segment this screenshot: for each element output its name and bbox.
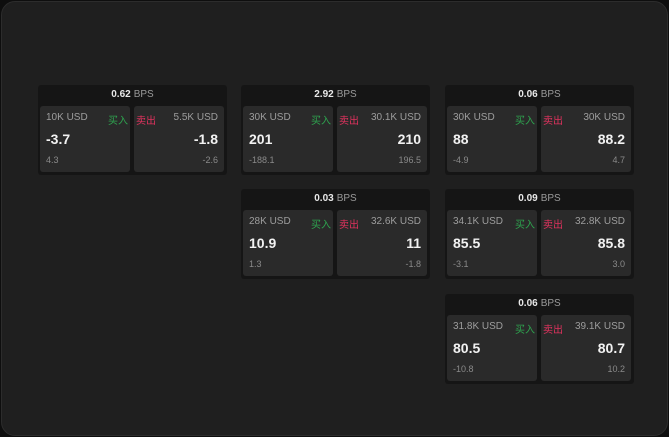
sell-label: 卖出 [339,116,359,127]
spread-unit: BPS [133,89,154,100]
ask-price: 210 [397,131,421,147]
spread-header: 0.03 BPS [241,189,430,210]
spread-unit: BPS [540,193,561,204]
ask-size: 32.6K USD [370,216,421,227]
buy-label: 买入 [515,220,535,231]
bid-change: -3.1 [453,259,469,269]
sell-label: 卖出 [136,116,156,127]
buy-label: 买入 [515,116,535,127]
buy-label: 买入 [515,325,535,336]
spread-value: 0.03 [314,193,334,204]
spread-value: 0.09 [518,193,538,204]
ask-price: 11 [406,235,421,251]
buy-label: 买入 [311,220,331,231]
sell-label: 卖出 [543,116,563,127]
buy-button[interactable]: 31.8K USD 买入 80.5 -10.8 [447,315,537,381]
bid-price: 85.5 [453,235,481,251]
ask-size: 30.1K USD [370,112,421,123]
sell-button[interactable]: 卖出 39.1K USD 80.7 10.2 [541,315,631,381]
quote-card: 0.03 BPS 28K USD 买入 10.9 1.3 卖出 32.6K USD… [241,189,430,279]
sell-button[interactable]: 卖出 32.8K USD 85.8 3.0 [541,210,631,276]
ask-change: -2.6 [202,155,218,165]
ask-size: 5.5K USD [173,112,218,123]
bid-size: 31.8K USD [453,321,504,332]
bid-price: 80.5 [453,340,481,356]
spread-header: 0.62 BPS [38,85,227,106]
sell-button[interactable]: 卖出 30.1K USD 210 196.5 [337,106,427,172]
ask-size: 30K USD [583,112,625,123]
bid-price: 88 [453,131,469,147]
ask-size: 32.8K USD [574,216,625,227]
bid-size: 34.1K USD [453,216,504,227]
spread-header: 0.06 BPS [445,294,634,315]
spread-header: 0.09 BPS [445,189,634,210]
spread-header: 0.06 BPS [445,85,634,106]
spread-unit: BPS [540,298,561,309]
quote-card: 0.06 BPS 30K USD 买入 88 -4.9 卖出 30K USD 88… [445,85,634,175]
spread-value: 0.06 [518,89,538,100]
sell-label: 卖出 [543,220,563,231]
buy-button[interactable]: 28K USD 买入 10.9 1.3 [243,210,333,276]
bid-change: -4.9 [453,155,469,165]
buy-label: 买入 [108,116,128,127]
buy-button[interactable]: 10K USD 买入 -3.7 4.3 [40,106,130,172]
spread-value: 2.92 [314,89,334,100]
ask-change: 196.5 [398,155,421,165]
ask-price: 85.8 [597,235,625,251]
sell-button[interactable]: 卖出 32.6K USD 11 -1.8 [337,210,427,276]
bid-price: 201 [249,131,273,147]
bid-size: 28K USD [249,216,291,227]
sell-label: 卖出 [543,325,563,336]
bid-change: -188.1 [249,155,275,165]
spread-unit: BPS [540,89,561,100]
bid-size: 10K USD [46,112,88,123]
bid-price: -3.7 [46,131,71,147]
buy-button[interactable]: 30K USD 买入 88 -4.9 [447,106,537,172]
buy-button[interactable]: 34.1K USD 买入 85.5 -3.1 [447,210,537,276]
quote-card: 0.06 BPS 31.8K USD 买入 80.5 -10.8 卖出 39.1K… [445,294,634,384]
spread-unit: BPS [336,89,357,100]
quote-card: 0.09 BPS 34.1K USD 买入 85.5 -3.1 卖出 32.8K … [445,189,634,279]
sell-label: 卖出 [339,220,359,231]
buy-button[interactable]: 30K USD 买入 201 -188.1 [243,106,333,172]
bid-change: 1.3 [249,259,262,269]
sell-button[interactable]: 卖出 30K USD 88.2 4.7 [541,106,631,172]
ask-price: 80.7 [597,340,625,356]
ask-price: 88.2 [597,131,625,147]
ask-change: 10.2 [607,364,625,374]
bid-size: 30K USD [249,112,291,123]
bid-size: 30K USD [453,112,495,123]
quote-card: 2.92 BPS 30K USD 买入 201 -188.1 卖出 30.1K U… [241,85,430,175]
ask-change: 3.0 [612,259,625,269]
bid-price: 10.9 [249,235,277,251]
ask-size: 39.1K USD [574,321,625,332]
spread-header: 2.92 BPS [241,85,430,106]
spread-value: 0.62 [111,89,131,100]
ask-change: -1.8 [405,259,421,269]
bid-change: -10.8 [453,364,474,374]
sell-button[interactable]: 卖出 5.5K USD -1.8 -2.6 [134,106,224,172]
bid-change: 4.3 [46,155,59,165]
ask-change: 4.7 [612,155,625,165]
quote-card: 0.62 BPS 10K USD 买入 -3.7 4.3 卖出 5.5K USD … [38,85,227,175]
spread-value: 0.06 [518,298,538,309]
buy-label: 买入 [311,116,331,127]
ask-price: -1.8 [193,131,218,147]
spread-unit: BPS [336,193,357,204]
